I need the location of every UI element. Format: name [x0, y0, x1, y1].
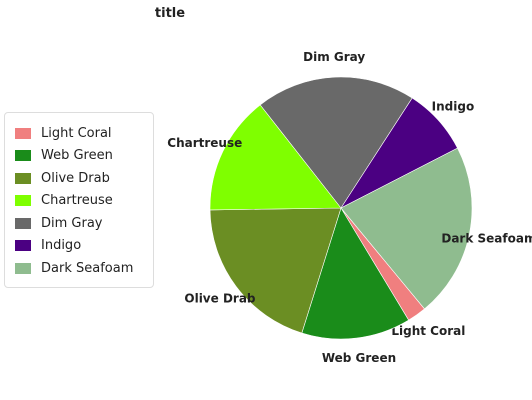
slice-label: Light Coral	[391, 324, 465, 338]
slice-label: Indigo	[432, 100, 475, 114]
slice-label: Dark Seafoam	[441, 231, 532, 245]
pie-slice	[259, 76, 413, 209]
pie-slice	[340, 147, 473, 310]
legend-item: Light Coral	[15, 122, 143, 145]
legend-item: Chartreuse	[15, 190, 143, 213]
legend-swatch	[15, 150, 31, 162]
slice-label: Dim Gray	[303, 50, 365, 64]
legend-item: Olive Drab	[15, 167, 143, 190]
legend-item: Web Green	[15, 145, 143, 168]
pie-slice	[301, 207, 410, 340]
legend-label: Light Coral	[41, 125, 112, 141]
legend: Light Coral Web Green Olive Drab Chartreuse…	[4, 112, 154, 288]
legend-item: Indigo	[15, 235, 143, 258]
legend-label: Olive Drab	[41, 170, 110, 186]
slice-label: Olive Drab	[184, 291, 256, 305]
slice-label: Chartreuse	[167, 136, 242, 150]
legend-label: Chartreuse	[41, 193, 113, 209]
legend-swatch	[15, 172, 31, 184]
legend-swatch	[15, 262, 31, 274]
chart-title: title	[154, 6, 186, 21]
legend-item: Dark Seafoam	[15, 257, 143, 280]
slice-label: Web Green	[322, 351, 396, 365]
legend-swatch	[15, 195, 31, 207]
legend-swatch	[15, 217, 31, 229]
pie-slice	[209, 104, 342, 211]
legend-item: Dim Gray	[15, 212, 143, 235]
legend-label: Dim Gray	[41, 215, 103, 231]
pie-slice	[209, 207, 342, 334]
legend-label: Indigo	[41, 238, 82, 254]
legend-label: Dark Seafoam	[41, 260, 134, 276]
legend-label: Web Green	[41, 148, 113, 164]
legend-swatch	[15, 240, 31, 252]
legend-swatch	[15, 127, 31, 139]
